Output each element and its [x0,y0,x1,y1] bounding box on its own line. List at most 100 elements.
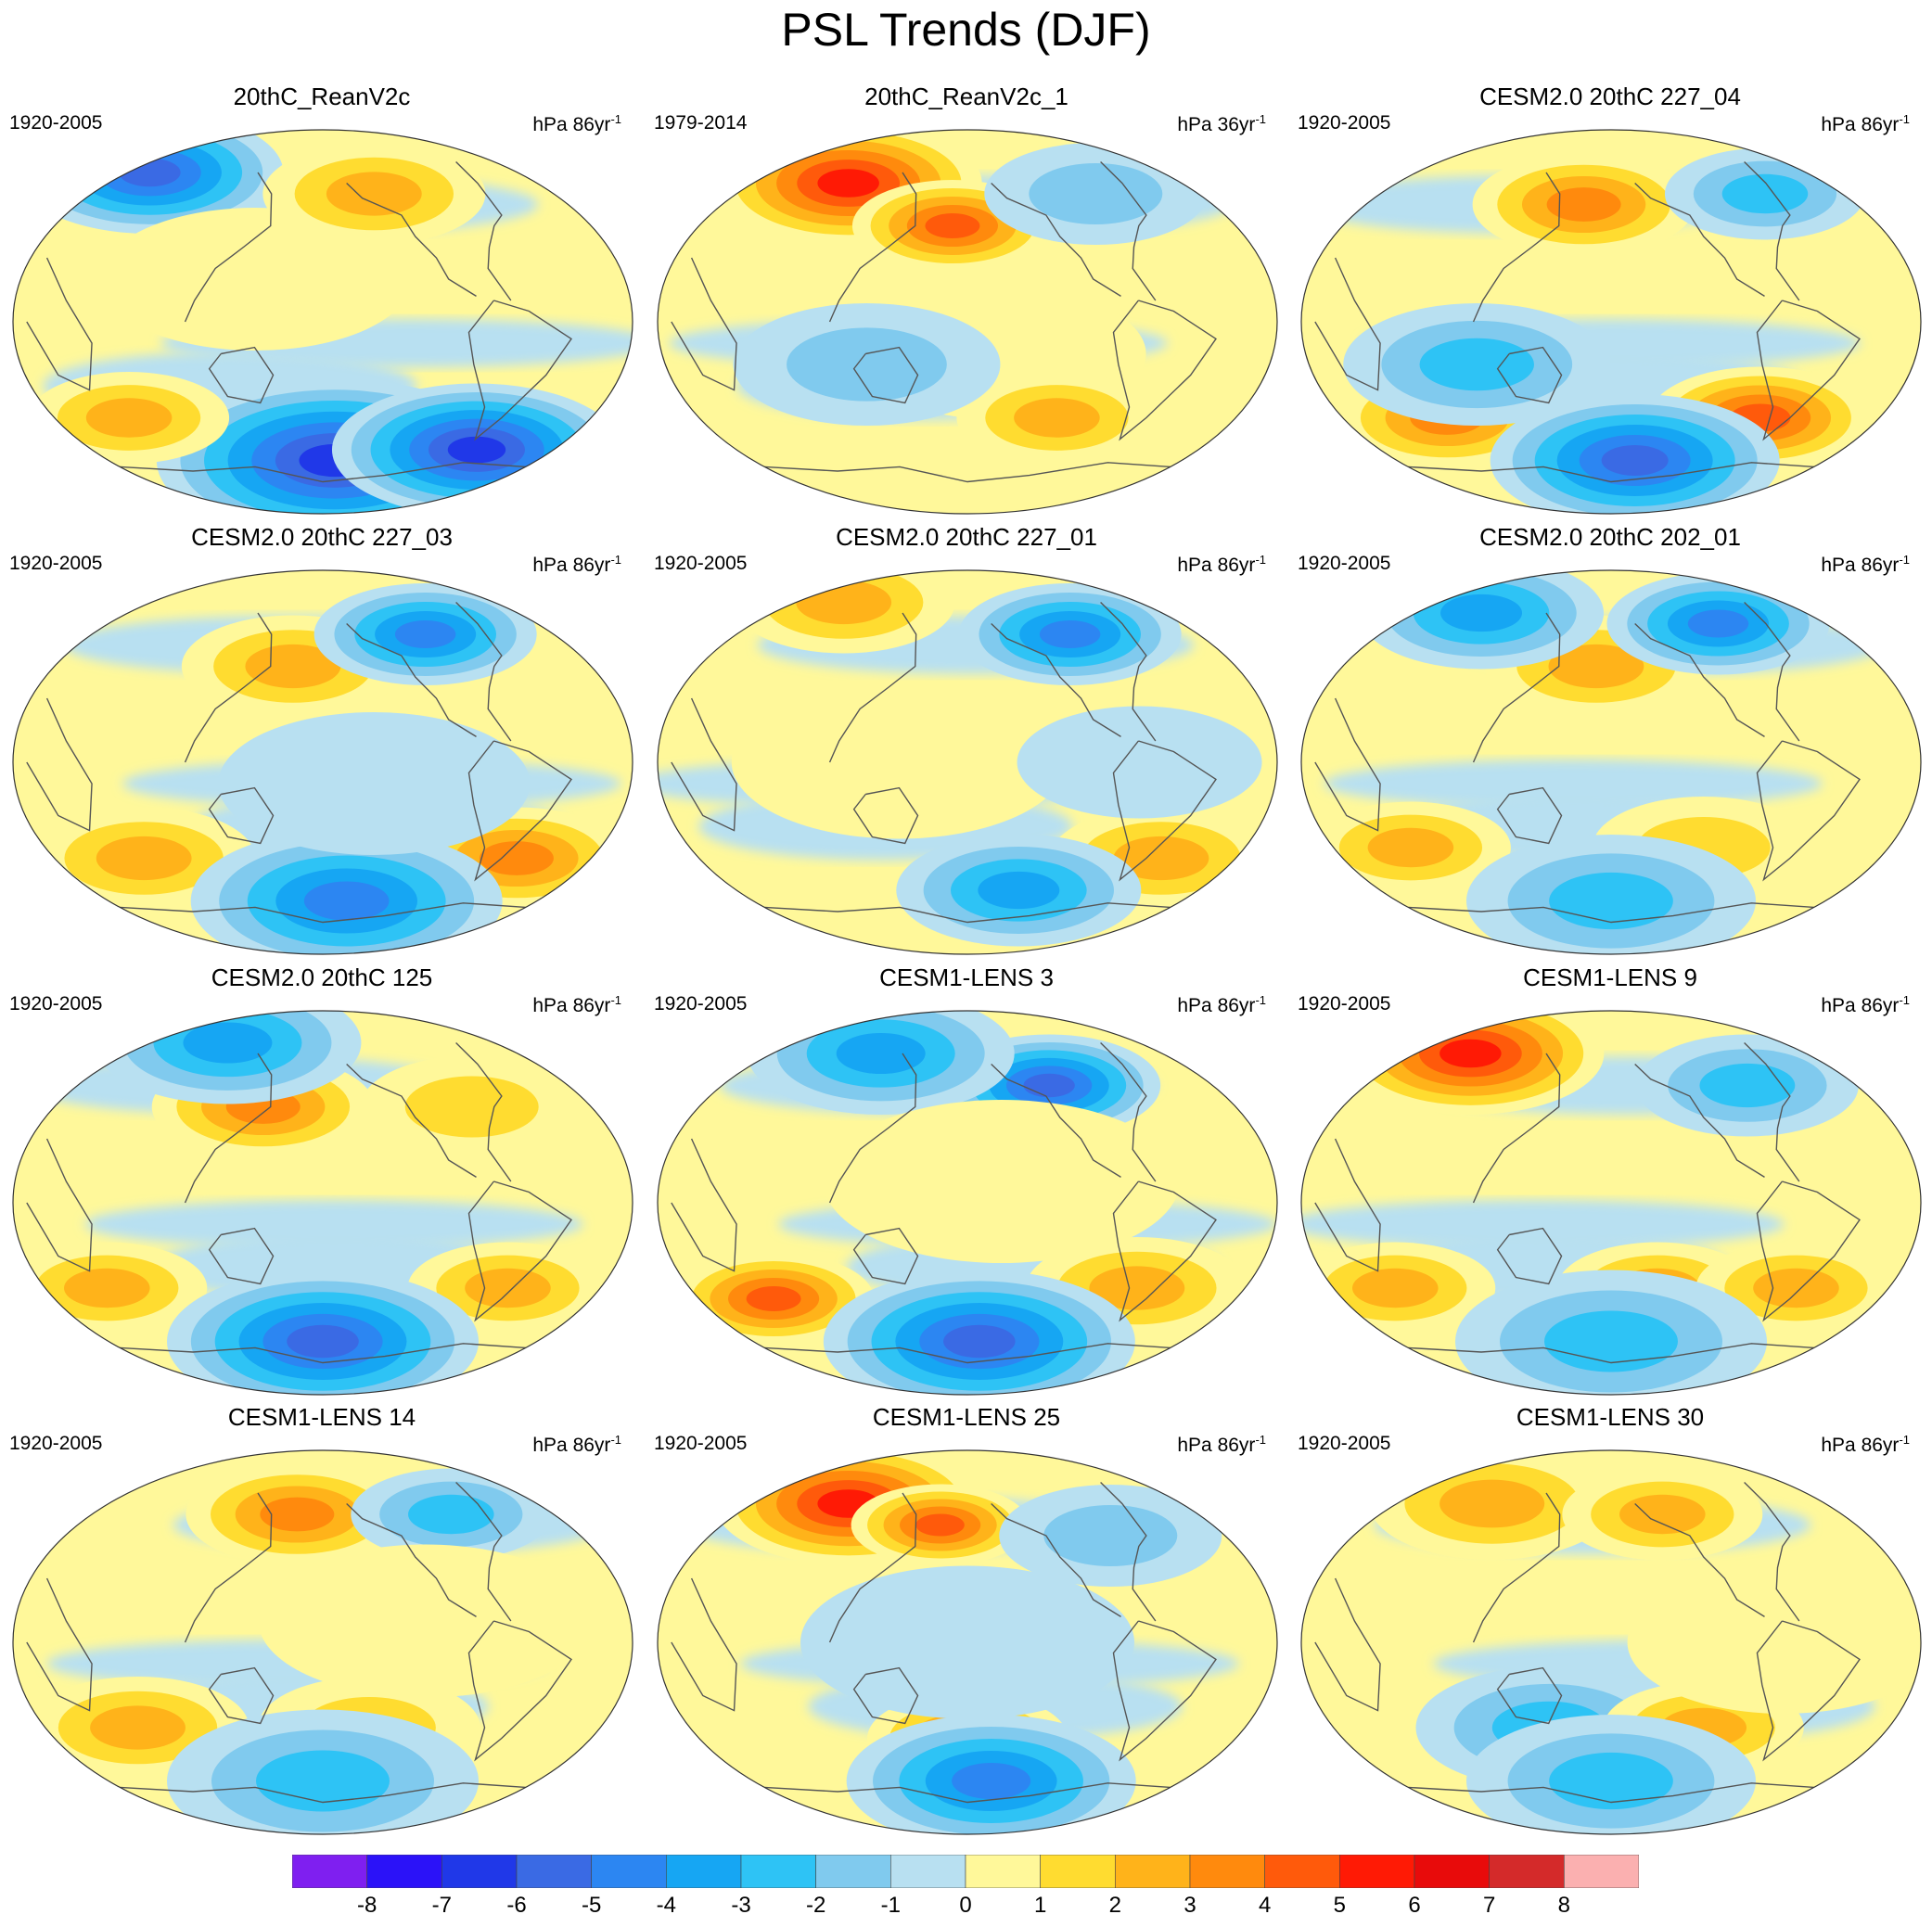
coastline [1408,1782,1814,1804]
panel-title: CESM1-LENS 30 [1516,1403,1705,1431]
contour-fill [258,1544,593,1698]
coastline [991,182,1121,297]
contour-fill [1367,827,1454,868]
map-outline [1300,1449,1922,1835]
panel-title: 20thC_ReanV2c [233,83,411,110]
panel-units: hPa 86yr-1 [1821,1428,1910,1458]
panel-units: hPa 86yr-1 [1177,548,1266,578]
colorbar-swatch [965,1855,1041,1888]
coastline [1112,1620,1217,1762]
coastline [991,1063,1121,1178]
panel-units-text: hPa 86yr [532,114,611,135]
contour-fill [1544,1310,1678,1372]
colorbar-tick-label: 8 [1557,1893,1570,1918]
map-outline [12,1449,633,1835]
coastline [764,902,1171,924]
coastline [120,462,526,483]
coastline [346,622,477,737]
contour-fill [96,836,192,881]
colorbar-swatch [516,1855,592,1888]
trend-map [12,1449,633,1835]
panel-title: CESM1-LENS 9 [1523,964,1697,991]
map-outline [657,569,1278,955]
contour-fill [1548,644,1644,689]
contour-fill [1440,593,1523,632]
trend-map [1300,129,1922,515]
coastline [1472,172,1561,323]
contour-fill [943,1324,1016,1359]
contour-fill [978,871,1060,910]
map-panel: CESM2.0 20thC 202_01 1920-2005 hPa 86yr-1 [1288,522,1932,962]
panel-units: hPa 86yr-1 [1821,108,1910,137]
coastline [764,1782,1171,1804]
colorbar-swatch [366,1855,442,1888]
contour-fill [99,208,412,351]
panel-period: 1920-2005 [9,112,103,134]
coastline [1756,1620,1861,1762]
coastline [1100,161,1157,301]
colorbar-swatch [1564,1855,1639,1888]
coastline [852,346,919,404]
panel-period: 1920-2005 [654,553,748,574]
contour-fill [287,1324,359,1359]
colorbar-swatch [1189,1855,1265,1888]
contour-fill [1089,1266,1185,1310]
coastline [1634,1063,1765,1178]
map-panel: CESM2.0 20thC 227_01 1920-2005 hPa 86yr-1 [645,522,1288,962]
panel-units-exponent: -1 [610,112,621,126]
colorbar-tick-label: -8 [356,1893,377,1918]
colorbar-tick-label: -1 [880,1893,901,1918]
colorbar-tick-label: -2 [805,1893,826,1918]
contour-fill [1014,398,1100,438]
panel-units-text: hPa 86yr [1821,1435,1900,1456]
contour-fill [1029,163,1163,224]
trend-map [12,569,633,955]
colorbar-swatch [292,1855,367,1888]
contour-fill [1546,187,1621,222]
coastline [671,697,737,832]
colorbar-swatch [666,1855,742,1888]
coastline [1408,1343,1814,1364]
map-panel: CESM1-LENS 30 1920-2005 hPa 86yr-1 [1288,1402,1932,1842]
trend-map [657,129,1278,515]
coastline [455,161,512,301]
colorbar-tick-label: -4 [656,1893,676,1918]
panel-units: hPa 86yr-1 [532,1428,621,1458]
contour-fill [836,1033,926,1074]
colorbar-swatch [1339,1855,1415,1888]
figure-title: PSL Trends (DJF) [781,4,1151,56]
contour-fill [408,1494,494,1535]
coastline [1634,622,1765,737]
coastline [208,786,275,845]
coastline [1112,740,1217,882]
panel-units-text: hPa 86yr [1821,555,1900,576]
coastline [1314,1577,1381,1712]
contour-fill [746,1286,801,1311]
panel-period: 1920-2005 [654,1433,748,1454]
map-outline [12,569,633,955]
contour-fill [1753,1268,1839,1308]
colorbar-tick-label: 7 [1482,1893,1496,1918]
map-panel: CESM1-LENS 9 1920-2005 hPa 86yr-1 [1288,963,1932,1402]
map-outline [657,129,1278,515]
panel-units-exponent: -1 [1899,112,1910,126]
panel-title: CESM1-LENS 25 [872,1403,1061,1431]
panel-units-exponent: -1 [1255,1433,1266,1447]
panel-title: CESM2.0 20thC 227_01 [836,523,1097,551]
panel-period: 1920-2005 [9,993,103,1015]
contour-fill [465,1268,551,1308]
map-panel: CESM2.0 20thC 125 1920-2005 hPa 86yr-1 [0,963,644,1402]
panel-period: 1920-2005 [1298,553,1391,574]
panel-units: hPa 36yr-1 [1177,108,1266,137]
coastline [991,1502,1121,1617]
coastline [1100,1042,1157,1182]
panel-units-exponent: -1 [1255,112,1266,126]
contour-fill [952,1763,1031,1799]
contour-fill [1687,609,1749,638]
map-outline [12,129,633,515]
coastline [1112,1180,1217,1322]
contour-fill [1023,1073,1075,1098]
colorbar [292,1855,1639,1888]
coastline [1100,1482,1157,1622]
colorbar-tick-label: -5 [581,1893,602,1918]
